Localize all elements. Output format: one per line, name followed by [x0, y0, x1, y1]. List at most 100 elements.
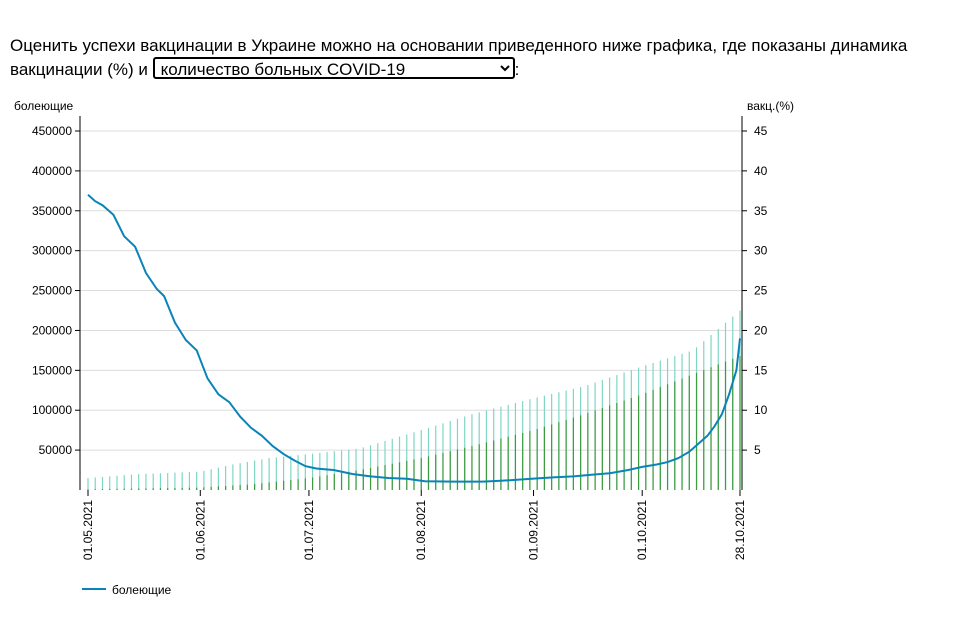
vaccination-bar-full — [558, 422, 560, 490]
vaccination-bar-full — [500, 438, 502, 490]
vaccination-bar-full — [717, 364, 719, 490]
x-tick-label: 01.07.2021 — [302, 500, 316, 560]
vaccination-bar-full — [333, 474, 335, 490]
vaccination-bar-full — [551, 424, 553, 490]
vaccination-bar-dose1 — [159, 473, 162, 490]
y-left-tick-label: 450000 — [32, 124, 72, 138]
x-tick-label: 01.06.2021 — [193, 500, 207, 560]
vaccination-bar-dose1 — [304, 454, 306, 490]
vaccination-bar-full — [493, 440, 495, 490]
vaccination-bar-dose1 — [232, 464, 234, 490]
vaccination-bar-full — [196, 487, 198, 490]
y-left-tick-label: 300000 — [32, 244, 72, 258]
vaccination-bar-full — [355, 470, 357, 490]
vaccination-bar-full — [152, 488, 154, 490]
vaccination-bar-full — [471, 446, 473, 490]
y-right-tick-label: 40 — [754, 164, 768, 178]
vaccination-bar-dose1 — [340, 450, 343, 490]
vaccination-bar-full — [167, 488, 169, 490]
vaccination-bar-full — [145, 488, 147, 490]
vaccination-bar-dose1 — [268, 458, 270, 490]
vaccination-bar-full — [413, 459, 415, 490]
vaccination-bar-full — [529, 431, 531, 490]
vaccination-bar-dose1 — [326, 452, 328, 490]
vaccination-bar-full — [87, 489, 89, 490]
vaccination-bar-full — [703, 370, 705, 490]
vaccination-bar-full — [188, 487, 191, 490]
vaccination-bar-full — [304, 478, 306, 490]
vaccination-bar-full — [406, 460, 408, 490]
vaccination-bars-full — [87, 355, 741, 490]
vaccination-bar-full — [645, 392, 647, 490]
vaccination-bar-dose1 — [319, 452, 321, 490]
vaccination-bar-full — [609, 405, 611, 490]
legend: болеющие — [82, 583, 172, 597]
vaccination-bar-full — [377, 466, 379, 490]
vaccination-bar-full — [587, 412, 589, 490]
vaccination-bar-full — [203, 487, 205, 490]
vaccination-bar-full — [572, 417, 574, 490]
y-left-tick-label: 100000 — [32, 403, 72, 417]
vaccination-bar-full — [695, 372, 698, 490]
vaccination-bar-dose1 — [355, 448, 357, 490]
vaccination-bar-dose1 — [116, 475, 118, 490]
x-tick-label: 01.08.2021 — [414, 500, 428, 560]
vaccination-bar-full — [652, 389, 654, 490]
y-left-tick-label: 150000 — [32, 363, 72, 377]
vaccination-bar-full — [217, 486, 219, 490]
vaccination-bar-full — [101, 488, 104, 490]
y-right-tick-label: 35 — [754, 204, 768, 218]
vaccination-bar-full — [348, 471, 350, 490]
vaccination-bar-full — [210, 486, 212, 490]
vaccination-bar-dose1 — [130, 474, 133, 490]
vaccination-bar-full — [623, 400, 625, 490]
vaccination-bar-dose1 — [109, 476, 111, 490]
vaccination-bar-dose1 — [196, 471, 198, 490]
vaccination-bar-full — [326, 475, 328, 490]
intro-colon: : — [514, 60, 520, 79]
vaccination-bar-full — [688, 375, 690, 490]
x-tick-label: 01.10.2021 — [635, 500, 649, 560]
vaccination-bar-full — [319, 476, 321, 490]
vaccination-bar-full — [485, 442, 488, 490]
x-tick-label: 28.10.2021 — [733, 500, 747, 560]
vaccination-bar-full — [637, 395, 640, 490]
vaccination-bar-full — [109, 488, 111, 490]
vaccination-bar-dose1 — [369, 445, 372, 490]
vaccination-bar-full — [123, 488, 125, 490]
vaccination-bar-dose1 — [138, 474, 140, 490]
vaccination-bar-full — [130, 488, 133, 490]
y-right-tick-label: 30 — [754, 244, 768, 258]
vaccination-bar-full — [94, 489, 96, 490]
y-left-tick-label: 350000 — [32, 204, 72, 218]
vaccination-bar-full — [427, 456, 430, 490]
y-right-tick-label: 25 — [754, 284, 768, 298]
vaccination-bar-full — [565, 419, 567, 490]
vaccination-bar-full — [362, 469, 364, 490]
vaccination-bar-dose1 — [254, 460, 256, 490]
vaccination-bar-full — [514, 434, 517, 490]
vaccination-bar-full — [630, 398, 632, 490]
vaccination-bar-dose1 — [210, 469, 212, 490]
vaccination-bar-full — [732, 358, 734, 490]
vaccination-bar-dose1 — [94, 477, 96, 490]
y-left-tick-label: 250000 — [32, 284, 72, 298]
metric-select[interactable]: количество больных COVID-19 — [152, 57, 515, 79]
vaccination-bar-full — [507, 436, 509, 490]
vaccination-bar-full — [159, 488, 162, 490]
vaccination-bar-dose1 — [188, 472, 191, 490]
vaccination-bar-full — [739, 355, 741, 490]
y-left-tick-label: 200000 — [32, 323, 72, 337]
intro-paragraph: Оценить успехи вакцинации в Украине можн… — [10, 34, 940, 81]
vaccination-bar-full — [246, 484, 248, 490]
vaccination-bar-full — [311, 477, 314, 490]
vaccination-bar-full — [601, 407, 603, 490]
vaccination-bar-full — [674, 381, 676, 490]
y-left-tick-label: 50000 — [39, 443, 73, 457]
sick-line — [87, 194, 741, 483]
vaccination-bar-dose1 — [203, 470, 205, 490]
vaccination-bar-full — [580, 415, 582, 490]
vaccination-bar-dose1 — [174, 472, 176, 490]
y-right-tick-label: 20 — [754, 323, 768, 337]
y-left-axis-title: болеющие — [14, 99, 74, 113]
